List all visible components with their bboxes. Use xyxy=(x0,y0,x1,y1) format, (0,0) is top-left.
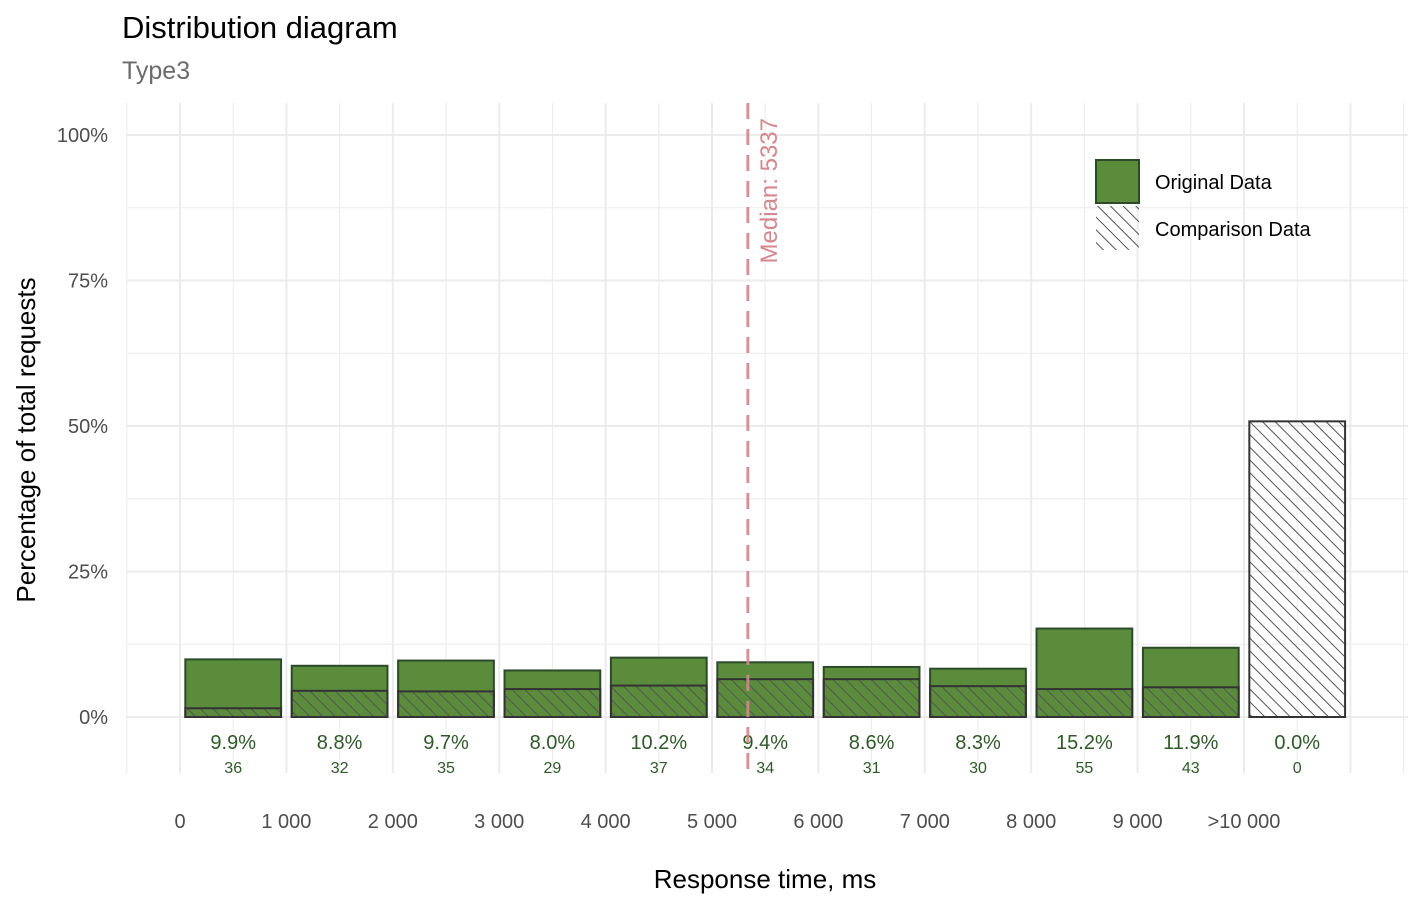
bar-comparison xyxy=(1035,688,1134,719)
bar-percent-label: 10.2% xyxy=(630,732,687,754)
chart-title: Distribution diagram xyxy=(122,10,398,45)
bar-percent-label: 9.4% xyxy=(742,732,788,754)
y-tick-label: 75% xyxy=(68,271,108,293)
bar-count-label: 43 xyxy=(1182,760,1200,777)
bar-comparison xyxy=(397,690,495,719)
bar-comparison xyxy=(929,685,1027,718)
x-tick-label: 3 000 xyxy=(474,811,524,833)
chart-subtitle: Type3 xyxy=(122,57,191,85)
bar-count-label: 36 xyxy=(224,760,242,777)
legend-label-original: Original Data xyxy=(1155,172,1273,194)
x-axis-title: Response time, ms xyxy=(654,864,877,894)
y-axis-title: Percentage of total requests xyxy=(11,277,41,602)
y-tick-label: 100% xyxy=(57,125,108,147)
y-tick-label: 0% xyxy=(79,707,108,729)
bar-comparison xyxy=(290,689,389,718)
bar-count-label: 37 xyxy=(650,760,668,777)
x-tick-label: 4 000 xyxy=(581,811,631,833)
bars xyxy=(184,420,1347,719)
y-tick-label: 50% xyxy=(68,416,108,438)
x-tick-label: 2 000 xyxy=(368,811,418,833)
x-tick-label: 1 000 xyxy=(261,811,311,833)
bar-count-label: 30 xyxy=(969,760,987,777)
legend-label-comparison: Comparison Data xyxy=(1155,219,1312,241)
bar-count-label: 29 xyxy=(544,760,562,777)
legend-swatch-original xyxy=(1095,159,1140,204)
bar-count-label: 55 xyxy=(1076,760,1094,777)
bar-percent-label: 8.0% xyxy=(530,732,576,754)
bar-count-label: 0 xyxy=(1293,760,1302,777)
bar-count-label: 32 xyxy=(331,760,349,777)
x-tick-label: 0 xyxy=(174,811,185,833)
bar-comparison xyxy=(503,688,602,719)
bar-count-label: 34 xyxy=(756,760,774,777)
median-marker: Median: 5337 xyxy=(746,103,783,773)
bar-percent-label: 0.0% xyxy=(1274,732,1320,754)
bar-comparison xyxy=(716,678,815,718)
bar-percent-label: 9.7% xyxy=(423,732,469,754)
y-tick-label: 25% xyxy=(68,562,108,584)
median-label: Median: 5337 xyxy=(756,118,783,263)
legend: Original Data Comparison Data xyxy=(1095,159,1312,250)
x-tick-label: 8 000 xyxy=(1006,811,1056,833)
bar-comparison xyxy=(1248,420,1347,718)
bar-comparison xyxy=(822,678,921,718)
bar-count-label: 31 xyxy=(863,760,881,777)
x-tick-label: 6 000 xyxy=(793,811,843,833)
bar-percent-label: 8.6% xyxy=(849,732,895,754)
x-tick-label: 9 000 xyxy=(1113,811,1163,833)
bar-comparison xyxy=(1141,686,1240,718)
bar-percent-label: 8.3% xyxy=(955,732,1001,754)
y-axis-ticks: 0% 25% 50% 75% 100% xyxy=(57,125,108,729)
bar-labels: 9.9% 36 8.8% 32 9.7% 35 8.0% 29 10.2% 37 9.4% 34 8.6… xyxy=(210,732,1320,777)
bar-count-label: 35 xyxy=(437,760,455,777)
bar-comparison xyxy=(184,707,283,719)
x-axis-ticks: 0 1 000 2 000 3 000 4 000 5 000 6 000 7 000 8 00… xyxy=(174,811,1280,833)
x-tick-label: >10 000 xyxy=(1208,811,1281,833)
bar-percent-label: 11.9% xyxy=(1163,732,1218,754)
x-tick-label: 7 000 xyxy=(900,811,950,833)
legend-swatch-comparison xyxy=(1096,206,1139,250)
bar-comparison xyxy=(609,684,708,719)
x-tick-label: 5 000 xyxy=(687,811,737,833)
bar-percent-label: 9.9% xyxy=(210,732,256,754)
bar-percent-label: 8.8% xyxy=(317,732,363,754)
bar-percent-label: 15.2% xyxy=(1056,732,1113,754)
